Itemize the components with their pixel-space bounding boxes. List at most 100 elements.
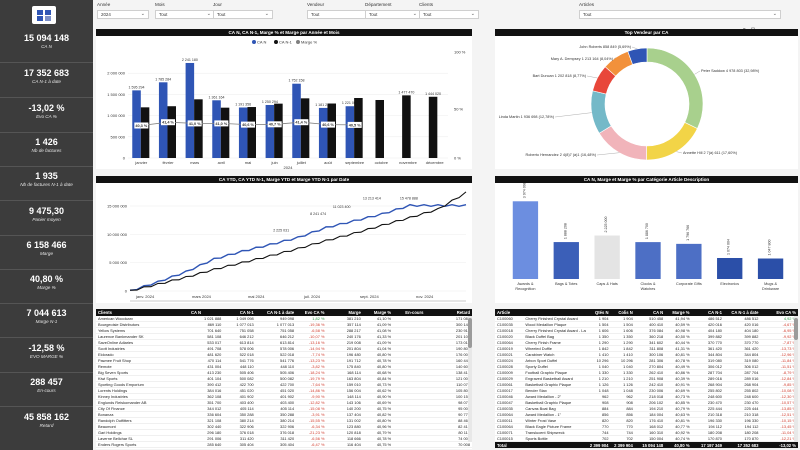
- column-header[interactable]: Evo CA %: [296, 309, 327, 316]
- leader-line: [554, 112, 592, 118]
- table-cell: 1 290: [586, 339, 611, 347]
- table-cell: 230 006: [634, 387, 666, 395]
- table-cell: 401 104: [188, 375, 224, 383]
- table-cell: Gari Holdings: [96, 429, 189, 437]
- table-row[interactable]: C100020 Black Duffel Bag 1 350 1 350 360 218…: [495, 333, 798, 341]
- table-row[interactable]: SaveOnline Adiaries 533 017 613 814 613 814…: [96, 339, 472, 347]
- column-header[interactable]: CA N-1: [223, 309, 256, 316]
- column-header[interactable]: Colis N: [610, 309, 635, 316]
- filter-dropdown[interactable]: 2024 ⌄: [97, 10, 149, 19]
- table-row[interactable]: Kiwi Sports 401 104 500 082 500 082 -19,79 %…: [96, 375, 472, 383]
- column-header[interactable]: CA N: [634, 309, 666, 316]
- table-row[interactable]: C100024 Arbon Sport Duffel 10 296 10 296 281…: [495, 357, 798, 365]
- table-row[interactable]: C100060 Cherry Finished Crystal Award 1 90…: [495, 316, 798, 323]
- table-row[interactable]: Yellow Systems 701 640 751 058 751 058 -6,58…: [96, 327, 472, 335]
- table-row[interactable]: C100061 Basketball Graphic Plaque 1 126 1 1…: [495, 381, 798, 389]
- data-label: 1 250 294: [262, 100, 278, 104]
- table-cell: 40,80 %: [362, 417, 394, 425]
- total-cell: -13,02 %: [760, 441, 798, 449]
- table-row[interactable]: C100035 Wood Medallion Plaque 1 504 1 504 40…: [495, 321, 798, 329]
- filter-dropdown[interactable]: Tout ⌄: [365, 10, 421, 19]
- table-cell: C100035: [495, 321, 524, 329]
- filter-dropdown[interactable]: Tout ⌄: [579, 10, 781, 19]
- bar-ca-n-1: [247, 107, 256, 158]
- clients-table[interactable]: Clients CA N CA N-1 CA N-1 à date Evo CA % Ma…: [96, 309, 472, 449]
- column-header[interactable]: CA N-1: [691, 309, 724, 316]
- table-row[interactable]: Kinney Industries 362 108 401 902 401 902 -9…: [96, 393, 472, 401]
- table-cell: 1 210: [610, 375, 635, 383]
- column-header[interactable]: CA N-1 à date: [723, 309, 761, 316]
- table-row[interactable]: C100019 Wheeled Duffle 1 842 1 842 311 808 41…: [495, 345, 798, 353]
- table-row[interactable]: Scott Industries 491 708 578 006 578 006 -14…: [96, 345, 472, 353]
- table-row[interactable]: C100028 Sporty Duffel 1 040 1 040 270 804 40,…: [495, 363, 798, 371]
- table-row[interactable]: C100064 Black Eagle Picture Frame 770 770 16…: [495, 423, 798, 431]
- table-row[interactable]: C100029 Engraved Basketball Award 1 210 1 2…: [495, 375, 798, 383]
- table-row[interactable]: City Of Finance 344 012 405 114 405 114 -15,…: [96, 405, 472, 413]
- table-row[interactable]: C100015 Sports Bottle 702 702 150 004 40,74 %…: [495, 435, 798, 443]
- table-cell: 856: [586, 411, 611, 419]
- column-header[interactable]: Marge %: [665, 309, 692, 316]
- table-row[interactable]: C100046 Award Medallion - 2" 962 962 218 018…: [495, 393, 798, 401]
- bar-ca-n: [318, 107, 328, 158]
- table-cell: -7,74 %: [296, 351, 327, 359]
- scrollbar[interactable]: [468, 316, 472, 442]
- column-header[interactable]: Retard: [425, 309, 472, 316]
- articles-table[interactable]: Article Qtés N Colis N CA N Marge % CA N-1 CA …: [495, 309, 798, 449]
- table-cell: 1 040: [610, 363, 635, 371]
- column-header[interactable]: Qtés N: [586, 309, 611, 316]
- table-row[interactable]: C100018 Cherry Finished Crystal Award - L…: [495, 327, 798, 335]
- table-cell: -15,55 %: [296, 417, 327, 425]
- table-cell: Winter Frost Vase: [523, 417, 587, 425]
- bar-ca-n-1: [274, 103, 283, 158]
- column-header[interactable]: Clients: [96, 309, 189, 316]
- table-row[interactable]: Laverne Bellchar SL 291 006 311 420 311 420…: [96, 435, 472, 443]
- table-cell: Remote: [96, 363, 189, 371]
- table-cell: 343 020: [255, 447, 297, 449]
- table-row[interactable]: C100017 Bender Stax 1 048 1 048 230 006 40,69…: [495, 387, 798, 395]
- leader-line: [631, 46, 638, 50]
- table-row[interactable]: C100035 Canvas Boat Bag 884 884 194 210 40,79…: [495, 405, 798, 413]
- table-row[interactable]: American Woodcarv 1 021 888 1 049 098 949 0…: [96, 316, 472, 323]
- table-row[interactable]: Remote 431 004 448 110 448 110 -3,82 % 175 84…: [96, 363, 472, 371]
- column-header[interactable]: CA N-1 à date: [255, 309, 297, 316]
- table-cell: 1 504: [586, 321, 611, 329]
- scrollbar[interactable]: [794, 316, 798, 442]
- table-row[interactable]: C100064 Award Medallion - 1" 856 856 184 004…: [495, 411, 798, 419]
- x-scrollbar[interactable]: [130, 300, 466, 302]
- column-header[interactable]: En-cours: [393, 309, 426, 316]
- column-header[interactable]: Marge %: [362, 309, 394, 316]
- table-row[interactable]: Lorents Holdings 384 016 451 020 451 020 -14…: [96, 387, 472, 395]
- table-row[interactable]: C100009 Football Graphic Plaque 1 330 1 330…: [495, 369, 798, 377]
- table-row[interactable]: Randolph Outfitters 321 108 380 214 380 214…: [96, 417, 472, 425]
- table-row[interactable]: Pawnee Fruit Shop 470 114 541 776 541 776 -1…: [96, 357, 472, 365]
- table-row[interactable]: C100021 Carabiner Watch 1 410 1 410 300 106 4…: [495, 351, 798, 359]
- column-header[interactable]: CA N: [188, 309, 224, 316]
- table-row[interactable]: Laurence Bankmander SK 581 108 646 212 646 …: [96, 333, 472, 341]
- kpi-divider: [0, 62, 93, 63]
- table-cell: 121 006: [425, 375, 472, 383]
- table-row[interactable]: Gari Holdings 296 180 376 018 376 018 -21,23…: [96, 429, 472, 437]
- kpi-label: Retard: [39, 423, 54, 428]
- table-row[interactable]: Bonanza 336 604 350 288 350 288 -3,91 % 137 4…: [96, 411, 472, 419]
- table-row[interactable]: C100071 Translucent Shipwreck 744 744 160 31…: [495, 429, 798, 437]
- column-header[interactable]: Evo CA %: [760, 309, 798, 316]
- table-row[interactable]: C100064 Cherry Finish Frame 1 290 1 290 341 …: [495, 339, 798, 347]
- table-row[interactable]: Englunds Reiskomander AB 351 700 403 400 40…: [96, 399, 472, 407]
- table-row[interactable]: Sporting Goods Emporium 390 412 422 700 422…: [96, 381, 472, 389]
- table-row[interactable]: C100011 Winter Frost Vase 820 820 176 410 40,…: [495, 417, 798, 425]
- filter-dropdown[interactable]: Tout ⌄: [155, 10, 215, 19]
- table-row[interactable]: C100047 Basketball Graphic Plaque 908 908 20…: [495, 399, 798, 407]
- table-row[interactable]: Beaumont 302 440 322 906 322 906 -6,34 % 123 …: [96, 423, 472, 431]
- table-row[interactable]: Enders Rogers Sports 285 640 305 404 305 40…: [96, 441, 472, 449]
- leader-line: [676, 151, 683, 154]
- filter-dropdown[interactable]: Tout ⌄: [213, 10, 273, 19]
- filter-dropdown[interactable]: Tout ⌄: [419, 10, 479, 19]
- table-row[interactable]: Bourgeoisie Distributors 869 110 1 077 013…: [96, 321, 472, 329]
- table-row[interactable]: Kinny Tax Dept278 808343 020343 020-18,7…: [96, 447, 472, 449]
- column-header[interactable]: Marge: [326, 309, 363, 316]
- column-header[interactable]: [523, 309, 587, 316]
- table-row[interactable]: Eldorado 481 620 522 018 522 018 -7,74 % 196 …: [96, 351, 472, 359]
- x-tick-label: mai: [245, 160, 252, 165]
- column-header[interactable]: Article: [495, 309, 524, 316]
- table-row[interactable]: Big Seven Sports 413 230 505 406 505 406 -18…: [96, 369, 472, 377]
